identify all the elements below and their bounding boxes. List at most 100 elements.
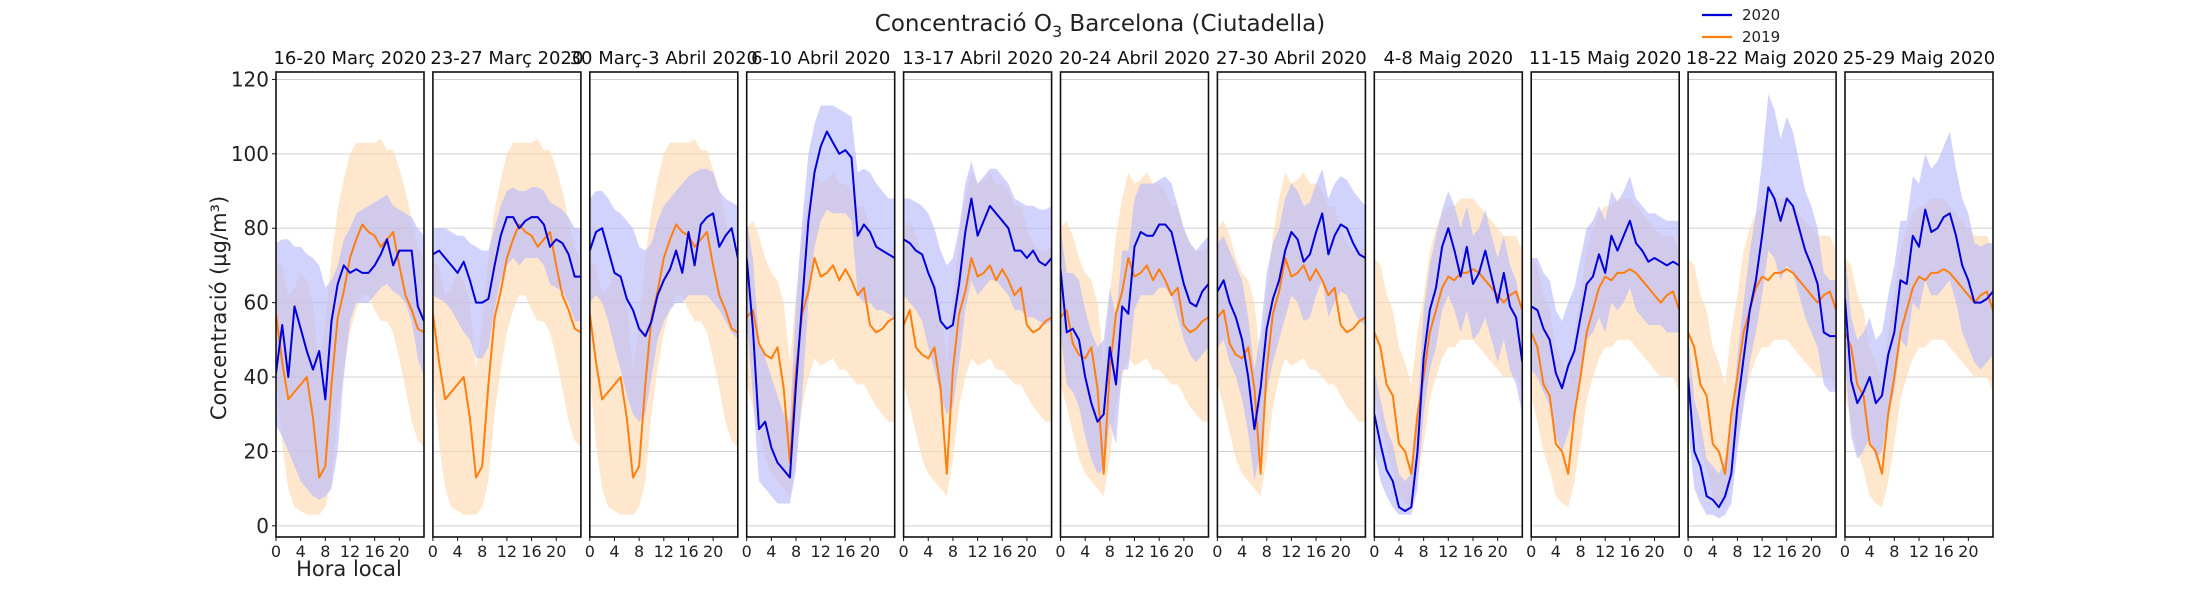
x-tick-label: 12	[1595, 542, 1615, 561]
panel-title: 25-29 Maig 2020	[1843, 48, 1996, 69]
x-tick-label: 0	[428, 542, 438, 561]
series-line-2019	[903, 257, 1052, 475]
x-tick-label: 0	[899, 542, 909, 561]
legend-label: 2020	[1742, 6, 1780, 24]
x-tick-label: 20	[860, 542, 880, 561]
x-tick-label: 12	[340, 542, 360, 561]
x-tick-label: 16	[1306, 542, 1326, 561]
x-tick-label: 0	[1840, 542, 1850, 561]
panel-title: 30 Març-3 Abril 2020	[570, 48, 758, 69]
x-tick-label: 0	[1212, 542, 1222, 561]
x-tick-label: 8	[791, 542, 801, 561]
x-tick-label: 0	[585, 542, 595, 561]
x-tick-label: 16	[1777, 542, 1797, 561]
x-tick-label: 8	[1105, 542, 1115, 561]
chart-title-main: Concentració O	[875, 11, 1052, 37]
x-tick-label: 4	[296, 542, 306, 561]
plot-area	[903, 161, 1052, 497]
series-line-2019	[746, 257, 895, 464]
x-tick-label: 12	[1124, 542, 1144, 561]
panel-4: 6-10 Abril 2020 0 4 8 12 16 20	[742, 48, 896, 561]
x-tick-label: 4	[1708, 542, 1718, 561]
panel-title: 11-15 Maig 2020	[1529, 48, 1682, 69]
plot-area	[1374, 191, 1523, 515]
legend-item-2019: 2019	[1702, 28, 1780, 46]
panel-title: 13-17 Abril 2020	[902, 48, 1053, 69]
band-2020	[1374, 191, 1523, 515]
series-line-2020	[432, 216, 581, 304]
y-tick-label: 40	[244, 365, 269, 389]
x-tick-label: 20	[1487, 542, 1507, 561]
legend-label: 2019	[1742, 28, 1780, 46]
panel-6: 20-24 Abril 2020 0 4 8 12 16 20	[1055, 48, 1209, 561]
y-tick-label: 20	[244, 439, 269, 463]
y-tick-label: 80	[244, 216, 269, 240]
band-2020	[746, 105, 895, 504]
x-tick-label: 16	[1933, 542, 1953, 561]
x-tick-label: 4	[1394, 542, 1404, 561]
x-tick-label: 12	[497, 542, 517, 561]
x-tick-label: 0	[271, 542, 281, 561]
x-tick-label: 0	[742, 542, 752, 561]
x-tick-label: 16	[1463, 542, 1483, 561]
series-line-2019	[276, 223, 424, 479]
series-line-2020	[589, 212, 738, 338]
series-line-2019	[1688, 268, 1837, 475]
x-tick-label: 12	[1438, 542, 1458, 561]
band-2020	[1217, 168, 1366, 482]
plot-area	[1688, 94, 1837, 519]
x-tick-label: 16	[835, 542, 855, 561]
panel-title: 23-27 Març 2020	[430, 48, 583, 69]
x-tick-label: 16	[364, 542, 384, 561]
band-2020	[1531, 176, 1680, 452]
series-line-2019	[432, 223, 581, 479]
x-tick-label: 12	[811, 542, 831, 561]
plot-area	[1060, 172, 1209, 497]
series-line-2020	[746, 130, 895, 479]
series-line-2020	[903, 197, 1052, 330]
x-tick-label: 4	[923, 542, 933, 561]
x-tick-label: 8	[1889, 542, 1899, 561]
plot-area	[746, 105, 895, 504]
y-tick-label: 120	[231, 67, 269, 91]
x-axis-label: Hora local	[296, 557, 402, 581]
band-2020	[1688, 94, 1837, 519]
chart-title-subscript: 3	[1052, 22, 1062, 41]
x-tick-label: 8	[948, 542, 958, 561]
series-line-2019	[1845, 268, 1993, 475]
legend: 2020 2019	[1702, 6, 1780, 46]
y-tick-label: 100	[231, 142, 269, 166]
x-tick-label: 8	[634, 542, 644, 561]
x-tick-label: 20	[1801, 542, 1821, 561]
x-tick-label: 12	[654, 542, 674, 561]
series-line-2019	[1374, 268, 1523, 475]
x-tick-label: 8	[1419, 542, 1429, 561]
x-tick-label: 12	[1752, 542, 1772, 561]
panel-title: 20-24 Abril 2020	[1059, 48, 1210, 69]
x-tick-label: 0	[1369, 542, 1379, 561]
y-axis-label: Concentració (µg/m³)	[207, 196, 231, 420]
band-2020	[432, 187, 581, 359]
legend-item-2020: 2020	[1702, 6, 1780, 24]
x-tick-label: 4	[1551, 542, 1561, 561]
x-tick-label: 16	[1149, 542, 1169, 561]
panel-title: 18-22 Maig 2020	[1686, 48, 1839, 69]
x-tick-label: 4	[1080, 542, 1090, 561]
x-tick-label: 4	[609, 542, 619, 561]
x-tick-label: 20	[1958, 542, 1978, 561]
series-line-2019	[1531, 268, 1680, 475]
series-line-2019	[589, 223, 738, 479]
x-tick-label: 4	[1865, 542, 1875, 561]
x-tick-label: 12	[1281, 542, 1301, 561]
x-tick-label: 20	[703, 542, 723, 561]
x-tick-label: 8	[1732, 542, 1742, 561]
x-tick-label: 20	[1644, 542, 1664, 561]
panel-10: 18-22 Maig 2020 0 4 8 12 16 20	[1683, 48, 1838, 561]
series-line-2020	[1531, 219, 1680, 390]
series-line-2020	[1060, 223, 1209, 423]
band-2020	[589, 168, 738, 422]
chart-title: Concentració O3 Barcelona (Ciutadella)	[875, 11, 1325, 41]
